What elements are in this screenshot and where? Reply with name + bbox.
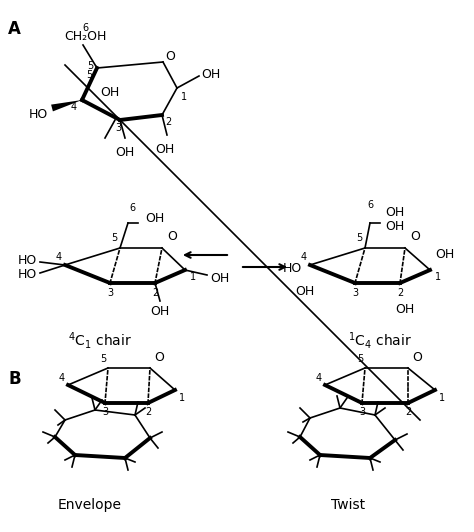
Text: HO: HO	[29, 109, 48, 121]
Text: OH: OH	[155, 143, 174, 156]
Text: 1: 1	[179, 393, 185, 403]
Text: 1: 1	[181, 92, 187, 102]
Text: 3: 3	[102, 407, 108, 417]
Text: 2: 2	[165, 117, 171, 127]
Text: 4: 4	[59, 373, 65, 383]
Text: 5: 5	[357, 354, 363, 364]
Text: Envelope: Envelope	[58, 498, 122, 512]
Text: 4: 4	[71, 102, 77, 112]
Text: CH₂OH: CH₂OH	[64, 30, 106, 43]
Text: HO: HO	[283, 262, 302, 275]
Text: 4: 4	[316, 373, 322, 383]
Text: 3: 3	[359, 407, 365, 417]
Text: 2: 2	[397, 288, 403, 298]
Text: 6: 6	[367, 200, 373, 210]
Text: O: O	[412, 351, 422, 364]
Text: 5: 5	[100, 354, 106, 364]
Text: 6: 6	[82, 23, 88, 33]
Text: OH: OH	[385, 206, 404, 220]
Text: 6: 6	[129, 203, 135, 213]
Text: 3: 3	[115, 123, 121, 133]
Text: 2: 2	[405, 407, 411, 417]
Polygon shape	[51, 100, 82, 111]
Text: 5: 5	[86, 70, 92, 80]
Text: 1: 1	[190, 272, 196, 282]
Text: 3: 3	[352, 288, 358, 298]
Text: OH: OH	[395, 303, 415, 316]
Text: 2: 2	[145, 407, 151, 417]
Text: HO: HO	[18, 254, 37, 267]
Text: OH: OH	[201, 68, 220, 80]
Text: O: O	[154, 351, 164, 364]
Text: OH: OH	[115, 146, 135, 159]
Text: 4: 4	[301, 252, 307, 262]
Text: B: B	[8, 370, 21, 388]
Text: 2: 2	[152, 288, 158, 298]
Text: A: A	[8, 20, 21, 38]
Text: O: O	[167, 230, 177, 243]
Text: 1: 1	[435, 272, 441, 282]
Text: $^1$C$_4$ chair: $^1$C$_4$ chair	[348, 330, 412, 351]
Text: OH: OH	[100, 86, 119, 98]
Text: OH: OH	[145, 212, 164, 225]
Text: OH: OH	[435, 248, 454, 262]
Text: 1: 1	[439, 393, 445, 403]
Text: 4: 4	[56, 252, 62, 262]
Text: OH: OH	[385, 220, 404, 232]
Text: $^4$C$_1$ chair: $^4$C$_1$ chair	[68, 330, 132, 351]
Text: 3: 3	[107, 288, 113, 298]
Text: OH: OH	[295, 285, 315, 298]
Text: OH: OH	[210, 271, 229, 285]
Text: HO: HO	[18, 269, 37, 281]
Text: O: O	[165, 49, 175, 62]
Text: 5: 5	[87, 61, 93, 71]
Text: Twist: Twist	[331, 498, 365, 512]
Text: 5: 5	[356, 233, 362, 243]
Text: 5: 5	[111, 233, 117, 243]
Text: OH: OH	[150, 305, 170, 318]
Text: O: O	[410, 230, 420, 243]
